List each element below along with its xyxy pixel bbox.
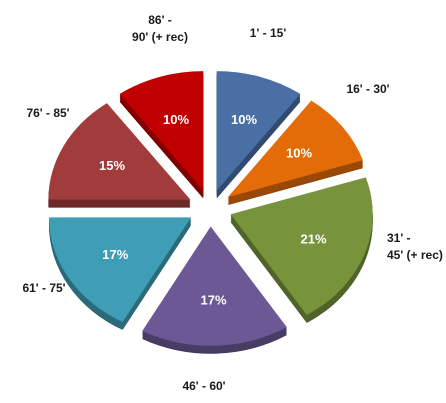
slice-category-label: 1' - 15' [250,26,287,40]
slice-percentage-label: 17% [200,292,226,307]
pie-slice [216,71,301,191]
slice-percentage-label: 21% [300,231,326,246]
pie-slice [227,100,363,198]
slice-category-label: 61' - 75' [22,281,65,295]
pie-slice [230,177,373,315]
slice-category-label: 31' -45' (+ rec) [387,231,443,262]
category-labels: 1' - 15' 16' - 30' 31' -45' (+ rec) 46' - 6… [22,13,442,393]
percentage-labels: 10% 10% 21% 17% 17% 15% 10% [99,112,327,307]
pie-slice [49,217,192,322]
slice-category-label: 46' - 60' [182,379,225,393]
slice-category-label: 76' - 85' [26,106,69,120]
slice-percentage-label: 10% [163,112,189,127]
pie-slice [142,226,287,346]
slice-percentage-label: 10% [286,146,312,161]
pie-slice [48,103,191,200]
slice-percentage-label: 17% [102,247,128,262]
slice-category-label: 86' -90' (+ rec) [132,13,188,44]
slice-category-label: 16' - 30' [346,82,389,96]
slice-tops [48,71,373,346]
slice-percentage-label: 15% [99,158,125,173]
pie-slice [119,71,204,191]
slice-percentage-label: 10% [231,112,257,127]
